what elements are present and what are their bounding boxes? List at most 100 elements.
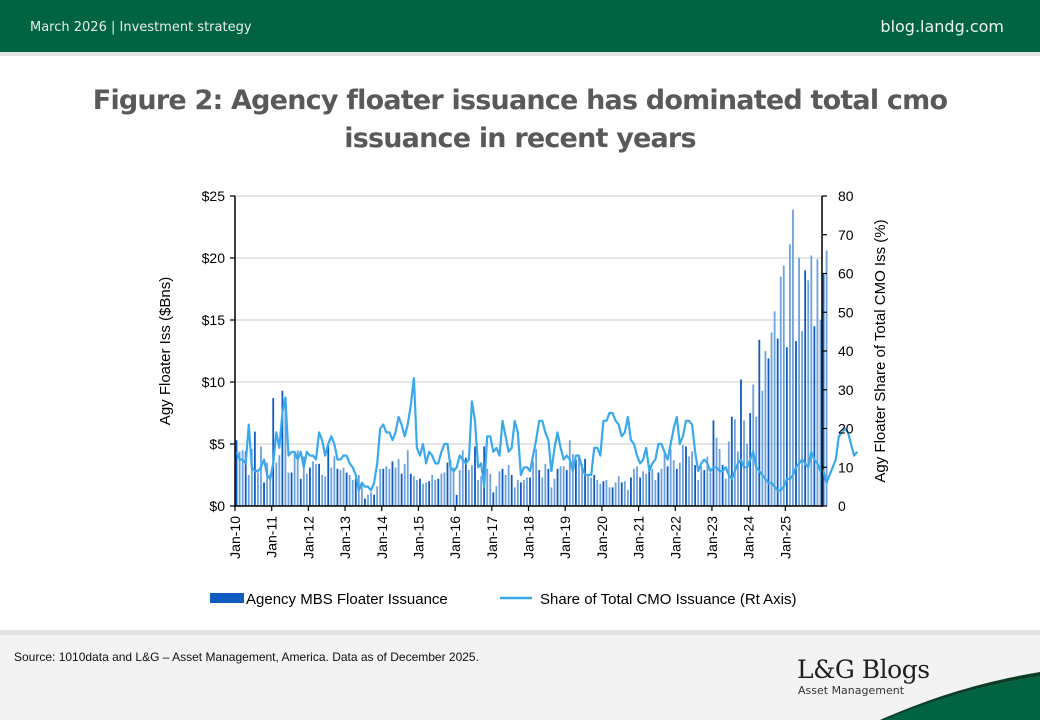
bar: [471, 465, 473, 506]
bar: [568, 440, 571, 506]
bar: [538, 470, 541, 506]
bar: [642, 471, 645, 506]
y-tick-label: $15: [202, 312, 226, 328]
bar: [718, 448, 721, 506]
bar: [467, 470, 470, 506]
bar: [440, 473, 443, 506]
bar: [804, 270, 807, 506]
bar: [321, 475, 324, 506]
bar: [486, 468, 489, 506]
bar: [819, 320, 822, 506]
bar: [532, 461, 534, 506]
bar: [403, 463, 406, 506]
bar: [740, 379, 742, 506]
line-series: [235, 377, 859, 492]
bar: [605, 479, 608, 506]
x-tick-label: Jan-11: [264, 516, 280, 558]
bar: [608, 487, 611, 506]
bar: [593, 475, 596, 506]
bar: [400, 473, 403, 506]
bar: [336, 468, 339, 506]
bar: [697, 479, 700, 506]
bar: [584, 458, 586, 506]
bar: [672, 460, 675, 506]
bar: [345, 472, 348, 506]
bar: [529, 477, 531, 506]
bar: [807, 280, 810, 506]
bar: [550, 487, 553, 506]
bar: [712, 420, 715, 506]
y2-tick-label: 50: [838, 304, 854, 320]
y-tick-label: $0: [209, 498, 225, 514]
y2-tick-label: 30: [838, 382, 854, 398]
bar: [461, 450, 464, 506]
x-tick-label: Jan-10: [227, 516, 243, 559]
bar: [559, 466, 562, 506]
bar: [416, 479, 418, 506]
bar: [581, 463, 583, 506]
bar: [623, 481, 626, 506]
bar: [614, 482, 617, 506]
bar: [305, 473, 308, 506]
bar: [578, 456, 580, 506]
y-tick-label: $20: [202, 250, 226, 266]
y2-tick-label: 0: [838, 498, 846, 514]
bar: [782, 265, 785, 506]
bar: [391, 461, 394, 506]
bar: [312, 461, 314, 506]
bar: [602, 481, 605, 506]
bar: [703, 470, 706, 506]
bar: [406, 450, 409, 506]
bar: [425, 482, 427, 506]
bar: [590, 477, 593, 506]
bar: [633, 468, 635, 506]
bar: [565, 470, 568, 506]
bar: [737, 451, 739, 506]
bar: [675, 468, 678, 506]
bar: [694, 465, 697, 506]
bar: [287, 472, 290, 506]
bar: [379, 468, 382, 506]
bar: [235, 440, 238, 506]
bar: [452, 467, 455, 506]
bar: [764, 351, 767, 506]
x-tick-label: Jan-24: [741, 516, 757, 559]
bar: [351, 479, 354, 506]
bar: [281, 390, 284, 506]
bar: [458, 470, 461, 506]
bar: [776, 338, 779, 506]
bar: [253, 431, 256, 506]
bar: [244, 451, 247, 506]
bar: [449, 460, 452, 506]
bar: [510, 475, 513, 506]
article-category[interactable]: Investment strategy: [119, 20, 252, 35]
bar: [388, 468, 391, 506]
bar: [645, 473, 648, 506]
top-banner: March 2026 | Investment strategy blog.la…: [0, 0, 1040, 52]
bar: [526, 477, 528, 506]
logo-subtitle: Asset Management: [798, 684, 905, 697]
bar: [700, 466, 703, 506]
bar: [810, 255, 813, 506]
bar: [660, 468, 663, 506]
bar: [409, 473, 412, 506]
bar: [477, 479, 479, 506]
bar: [394, 467, 397, 506]
bar: [382, 468, 385, 506]
bar: [241, 450, 244, 506]
bar: [666, 466, 669, 506]
y2-tick-label: 60: [838, 266, 854, 282]
site-link[interactable]: blog.landg.com: [880, 17, 1004, 36]
bar: [299, 478, 302, 506]
brand-logo[interactable]: L&G Blogs Asset Management: [797, 656, 930, 698]
legend: Agency MBS Floater Issuance Share of Tota…: [210, 591, 797, 608]
bar: [247, 475, 250, 506]
bar: [360, 484, 363, 506]
bar: [474, 446, 476, 506]
bar: [296, 450, 299, 506]
bar: [733, 419, 736, 506]
bar: [761, 390, 764, 506]
bar: [724, 478, 727, 506]
bar: [743, 420, 745, 506]
